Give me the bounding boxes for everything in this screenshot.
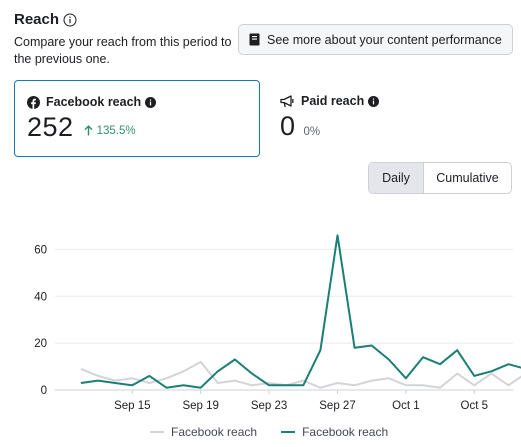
megaphone-icon xyxy=(280,94,294,107)
paid-reach-change: 0% xyxy=(303,126,321,138)
see-more-label: See more about your content performance xyxy=(267,32,502,47)
facebook-reach-card[interactable]: Facebook reach 252 135.5% xyxy=(14,80,260,157)
legend-item-current[interactable]: Facebook reach xyxy=(281,425,388,439)
paid-reach-value-row: 0 0% xyxy=(280,111,320,142)
cumulative-tab[interactable]: Cumulative xyxy=(436,171,499,185)
facebook-icon xyxy=(27,95,40,109)
facebook-reach-label: Facebook reach xyxy=(46,95,142,109)
y-tick-label: 60 xyxy=(34,244,47,256)
reach-header: Reach xyxy=(14,11,77,28)
reach-line-chart: 0 20 40 60 Sep 15 Sep 19 Sep 23 Sep 27 Oct 1 Oct … xyxy=(34,234,521,412)
page-subtitle: Compare your reach from this period to t… xyxy=(14,35,232,66)
legend-label-previous: Facebook reach xyxy=(171,425,258,439)
x-tick-label: Sep 19 xyxy=(182,400,218,412)
info-icon[interactable] xyxy=(368,95,380,107)
paid-reach-header: Paid reach xyxy=(280,94,385,108)
x-tick-label: Sep 23 xyxy=(251,400,287,412)
arrow-up-icon xyxy=(84,125,93,136)
info-icon[interactable] xyxy=(63,13,77,27)
series-line-current xyxy=(80,234,521,389)
paid-reach-card[interactable]: Paid reach 0 0% xyxy=(268,80,508,157)
x-tick-label: Sep 27 xyxy=(319,400,355,412)
paid-reach-label: Paid reach xyxy=(301,94,365,108)
paid-reach-value: 0 xyxy=(280,111,296,141)
info-icon[interactable] xyxy=(145,96,157,108)
see-more-button[interactable]: See more about your content performance xyxy=(238,24,513,55)
x-tick-label: Oct 1 xyxy=(392,400,419,412)
daily-tab[interactable]: Daily xyxy=(369,163,424,193)
facebook-reach-change: 135.5% xyxy=(84,125,136,137)
x-tick-label: Sep 15 xyxy=(114,400,150,412)
legend-swatch-current xyxy=(281,431,296,433)
facebook-reach-header: Facebook reach xyxy=(27,95,162,109)
legend-label-current: Facebook reach xyxy=(302,425,389,439)
facebook-reach-value-row: 252 135.5% xyxy=(27,112,136,143)
x-tick-label: Oct 5 xyxy=(461,400,488,412)
legend-item-previous[interactable]: Facebook reach xyxy=(150,425,257,439)
page-title: Reach xyxy=(14,11,60,28)
view-toggle: Daily Cumulative xyxy=(368,162,512,194)
book-icon xyxy=(249,33,260,46)
series-line-previous xyxy=(80,360,521,389)
y-tick-label: 20 xyxy=(34,338,47,350)
chart-legend: Facebook reach Facebook reach xyxy=(150,425,412,439)
y-tick-label: 40 xyxy=(34,291,47,303)
y-tick-label: 0 xyxy=(41,385,47,397)
legend-swatch-previous xyxy=(150,431,164,433)
facebook-reach-change-value: 135.5% xyxy=(96,124,136,137)
facebook-reach-value: 252 xyxy=(27,112,74,142)
